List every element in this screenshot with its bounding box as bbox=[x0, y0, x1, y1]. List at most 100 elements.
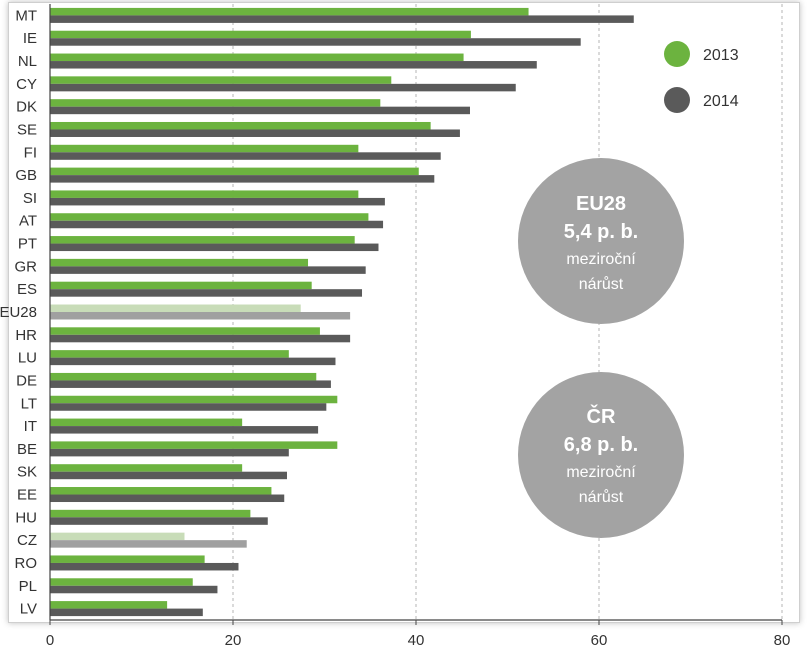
bar-hr-2014 bbox=[50, 334, 351, 343]
category-label-gb: GB bbox=[15, 167, 37, 184]
bar-ro-2014 bbox=[50, 562, 239, 571]
category-label-at: AT bbox=[19, 213, 37, 230]
bar-dk-2014 bbox=[50, 106, 470, 115]
bar-at-2013 bbox=[50, 213, 369, 221]
bar-fi-2014 bbox=[50, 152, 441, 160]
bar-de-2013 bbox=[50, 372, 317, 381]
bar-cz-2014 bbox=[50, 540, 247, 548]
x-tick-80: 80 bbox=[774, 632, 791, 649]
legend-label-2014: 2014 bbox=[703, 93, 739, 110]
category-label-lu: LU bbox=[18, 350, 37, 367]
bar-gb-2014 bbox=[50, 175, 435, 183]
bar-mt-2013 bbox=[50, 7, 529, 16]
bar-gr-2013 bbox=[50, 258, 309, 267]
category-label-cz: CZ bbox=[17, 532, 37, 549]
callout-cr-line1: meziroční bbox=[566, 464, 636, 481]
x-tick-40: 40 bbox=[408, 632, 425, 649]
bar-lt-2013 bbox=[50, 395, 338, 404]
bar-ee-2014 bbox=[50, 494, 285, 503]
category-label-it: IT bbox=[24, 418, 37, 435]
bar-fi-2013 bbox=[50, 144, 359, 153]
bar-pt-2013 bbox=[50, 236, 355, 244]
category-label-es: ES bbox=[17, 281, 37, 298]
bar-si-2014 bbox=[50, 197, 385, 206]
bar-lt-2014 bbox=[50, 403, 327, 411]
category-label-gr: GR bbox=[15, 258, 38, 275]
category-label-se: SE bbox=[17, 121, 37, 138]
callout-cr-line2: nárůst bbox=[579, 488, 624, 506]
category-label-lt: LT bbox=[21, 395, 37, 412]
bar-se-2013 bbox=[50, 121, 431, 130]
bar-gb-2013 bbox=[50, 167, 419, 176]
category-label-hu: HU bbox=[15, 509, 37, 526]
bar-pt-2014 bbox=[50, 243, 379, 252]
x-tick-labels: 0 20 40 60 80 bbox=[46, 632, 791, 649]
category-label-nl: NL bbox=[18, 53, 37, 70]
bar-it-2013 bbox=[50, 418, 243, 427]
category-labels: MT IE NL CY DK SE FI GB SI AT PT GR ES EU28 HR LU DE LT IT… bbox=[0, 7, 37, 617]
bars-layer bbox=[50, 7, 634, 617]
callout-cr-title: ČR bbox=[587, 404, 616, 428]
callout-cr: ČR 6,8 p. b. meziroční nárůst bbox=[518, 372, 684, 538]
bar-ro-2013 bbox=[50, 555, 205, 563]
bar-cy-2013 bbox=[50, 76, 392, 84]
bar-mt-2014 bbox=[50, 15, 634, 23]
bar-ie-2013 bbox=[50, 30, 471, 39]
bar-eu28-2014 bbox=[50, 312, 351, 320]
category-label-ee: EE bbox=[17, 487, 37, 504]
category-label-pl: PL bbox=[19, 578, 37, 595]
callout-eu28-title: EU28 bbox=[576, 193, 626, 215]
axes bbox=[49, 4, 783, 625]
bar-lv-2014 bbox=[50, 608, 203, 617]
category-label-pt: PT bbox=[18, 236, 37, 253]
bar-pl-2014 bbox=[50, 585, 218, 594]
category-label-de: DE bbox=[16, 372, 37, 389]
bar-sk-2014 bbox=[50, 471, 287, 480]
bar-pl-2013 bbox=[50, 578, 193, 586]
bar-it-2014 bbox=[50, 426, 319, 434]
bar-nl-2013 bbox=[50, 53, 464, 62]
bar-nl-2014 bbox=[50, 61, 537, 69]
bar-dk-2013 bbox=[50, 99, 381, 107]
bar-se-2014 bbox=[50, 129, 460, 137]
bar-si-2013 bbox=[50, 190, 359, 198]
callout-cr-value: 6,8 p. b. bbox=[564, 434, 638, 456]
bar-be-2014 bbox=[50, 448, 289, 457]
bar-at-2014 bbox=[50, 220, 384, 229]
category-label-ro: RO bbox=[15, 555, 38, 572]
bar-es-2013 bbox=[50, 281, 312, 290]
legend-marker-2013 bbox=[664, 41, 690, 67]
bar-ie-2014 bbox=[50, 38, 581, 46]
category-label-be: BE bbox=[17, 441, 37, 458]
legend-marker-2014 bbox=[664, 87, 690, 113]
category-label-lv: LV bbox=[20, 601, 37, 618]
callout-eu28-line2: nárůst bbox=[579, 275, 624, 293]
category-label-ie: IE bbox=[23, 30, 37, 47]
legend: 2013 2014 bbox=[664, 41, 739, 113]
bar-ee-2013 bbox=[50, 487, 272, 495]
legend-label-2013: 2013 bbox=[703, 47, 739, 64]
category-label-fi: FI bbox=[24, 144, 37, 161]
x-tick-60: 60 bbox=[591, 632, 608, 649]
bar-cy-2014 bbox=[50, 83, 516, 92]
category-label-sk: SK bbox=[17, 464, 37, 481]
category-label-cy: CY bbox=[16, 76, 37, 93]
callout-cr-circle bbox=[518, 372, 684, 538]
x-tick-0: 0 bbox=[46, 632, 54, 649]
category-label-dk: DK bbox=[16, 99, 37, 116]
category-label-hr: HR bbox=[15, 327, 37, 344]
callout-eu28: EU28 5,4 p. b. meziroční nárůst bbox=[518, 158, 684, 324]
bar-gr-2014 bbox=[50, 266, 366, 274]
bar-es-2014 bbox=[50, 289, 363, 297]
bar-hr-2013 bbox=[50, 327, 320, 335]
bar-de-2014 bbox=[50, 380, 331, 388]
bar-lv-2013 bbox=[50, 601, 168, 609]
bar-hu-2013 bbox=[50, 509, 251, 518]
category-label-si: SI bbox=[23, 190, 37, 207]
bar-sk-2013 bbox=[50, 464, 243, 472]
bar-cz-2013 bbox=[50, 532, 185, 541]
callout-eu28-circle bbox=[518, 158, 684, 324]
category-label-mt: MT bbox=[15, 7, 37, 24]
callout-eu28-line1: meziroční bbox=[566, 251, 636, 268]
